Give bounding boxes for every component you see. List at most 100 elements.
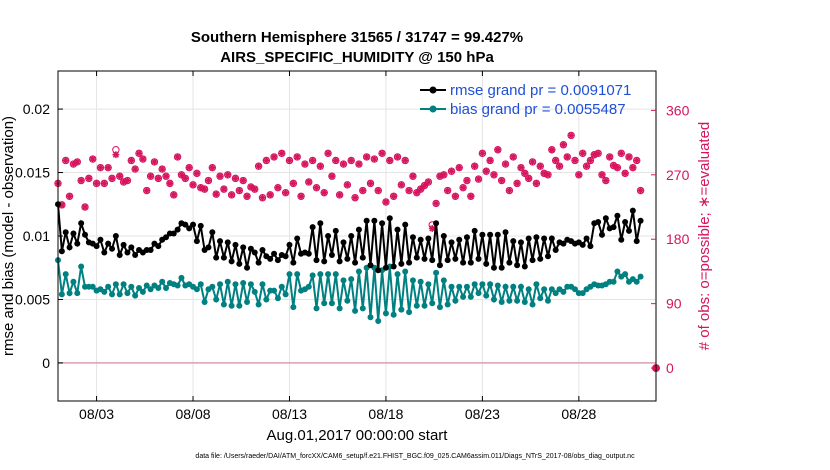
rmse-point	[255, 259, 262, 266]
bias-point	[483, 292, 490, 299]
y-left-tick-label-1: 0.005	[15, 291, 50, 307]
obs-evaluated-stroke	[494, 146, 501, 153]
obs-evaluated-marker	[170, 191, 178, 199]
x-axis-label: Aug.01,2017 00:00:00 start	[267, 427, 449, 444]
obs-evaluated-stroke	[216, 173, 224, 180]
obs-evaluated-marker	[224, 171, 232, 179]
obs-evaluated-stroke	[429, 225, 436, 232]
obs-evaluated-marker	[428, 225, 436, 232]
bias-point	[614, 268, 621, 275]
bias-point	[271, 287, 278, 294]
obs-evaluated-marker	[509, 153, 517, 161]
rmse-point	[328, 252, 335, 259]
rmse-point	[74, 240, 81, 247]
rmse-point	[510, 238, 517, 245]
obs-evaluated-stroke	[371, 155, 378, 163]
rmse-point	[379, 220, 386, 227]
bias-point	[193, 286, 200, 293]
bias-point	[116, 291, 123, 298]
obs-evaluated-stroke	[475, 176, 482, 183]
obs-evaluated-stroke	[479, 150, 486, 157]
bias-point	[456, 283, 463, 290]
obs-evaluated-stroke	[201, 186, 208, 193]
rmse-point	[471, 227, 478, 234]
bias-point	[398, 306, 405, 313]
bias-point	[274, 295, 281, 302]
obs-evaluated-stroke	[220, 186, 227, 193]
rmse-point	[93, 243, 100, 250]
rmse-point	[190, 221, 197, 228]
obs-evaluated-stroke	[386, 157, 393, 164]
obs-evaluated-stroke	[606, 153, 613, 160]
obs-evaluated-stroke	[170, 191, 177, 198]
obs-evaluated-stroke	[348, 157, 355, 164]
obs-evaluated-stroke	[363, 153, 370, 160]
bias-point	[143, 282, 150, 289]
obs-evaluated-marker	[567, 132, 575, 139]
obs-evaluated-marker	[397, 181, 405, 189]
bias-point	[325, 271, 332, 278]
obs-evaluated-marker	[451, 192, 459, 200]
obs-evaluated-marker	[563, 153, 571, 161]
obs-evaluated-stroke	[101, 180, 108, 187]
obs-evaluated-stroke	[228, 191, 235, 198]
obs-evaluated-stroke	[618, 150, 625, 157]
obs-evaluated-stroke	[116, 173, 123, 180]
y-axis-label-left: rmse and bias (model - observation)	[0, 116, 17, 356]
obs-evaluated-stroke	[444, 187, 451, 194]
bias-point	[348, 276, 355, 283]
obs-evaluated-stroke	[66, 193, 73, 200]
rmse-point	[390, 263, 397, 270]
obs-evaluated-stroke	[382, 198, 390, 206]
obs-evaluated-stroke	[297, 193, 305, 200]
obs-evaluated-stroke	[321, 189, 328, 196]
obs-evaluated-stroke	[378, 150, 386, 157]
rmse-point	[305, 250, 312, 257]
rmse-point	[66, 244, 73, 251]
rmse-point	[467, 259, 474, 266]
rmse-point	[629, 207, 636, 214]
rmse-point	[244, 264, 251, 271]
rmse-point	[456, 236, 463, 243]
obs-evaluated-marker	[560, 141, 567, 149]
rmse-point	[409, 234, 416, 241]
rmse-point	[348, 233, 355, 239]
obs-evaluated-marker	[228, 191, 236, 199]
rmse-point	[382, 264, 389, 271]
y-axis-left-ticks: 0 0.005 0.01 0.015 0.02	[15, 101, 63, 371]
rmse-point	[448, 239, 455, 246]
bias-layer	[55, 257, 644, 325]
bias-point	[236, 302, 243, 309]
rmse-point	[367, 262, 374, 269]
bias-point	[240, 279, 247, 286]
rmse-point	[163, 234, 170, 241]
obs-evaluated-stroke	[598, 171, 606, 178]
obs-evaluated-stroke	[602, 177, 609, 184]
obs-evaluated-marker	[386, 157, 394, 164]
obs-evaluated-marker	[251, 185, 259, 193]
rmse-point	[112, 233, 119, 239]
plot-area	[54, 70, 660, 402]
obs-evaluated-marker	[77, 177, 85, 184]
obs-evaluated-stroke	[548, 146, 555, 153]
obs-evaluated-stroke	[471, 163, 478, 170]
obs-evaluated-stroke	[517, 164, 525, 171]
rmse-point	[544, 253, 551, 260]
obs-evaluated-stroke	[502, 160, 509, 168]
obs-evaluated-stroke	[633, 157, 640, 164]
obs-evaluated-marker	[521, 169, 529, 177]
obs-evaluated-marker	[205, 177, 212, 184]
obs-evaluated-stroke	[74, 158, 81, 165]
bias-point	[217, 281, 224, 288]
obs-evaluated-stroke	[278, 150, 285, 157]
bias-point	[610, 278, 617, 285]
rmse-point	[602, 215, 609, 222]
obs-evaluated-marker	[602, 177, 610, 184]
obs-evaluated-marker	[629, 164, 637, 172]
rmse-point	[483, 260, 490, 267]
obs-evaluated-marker	[313, 184, 320, 192]
bias-point	[413, 302, 420, 309]
obs-evaluated-stroke	[595, 150, 602, 157]
obs-evaluated-marker	[232, 174, 239, 182]
obs-evaluated-stroke	[240, 177, 247, 184]
